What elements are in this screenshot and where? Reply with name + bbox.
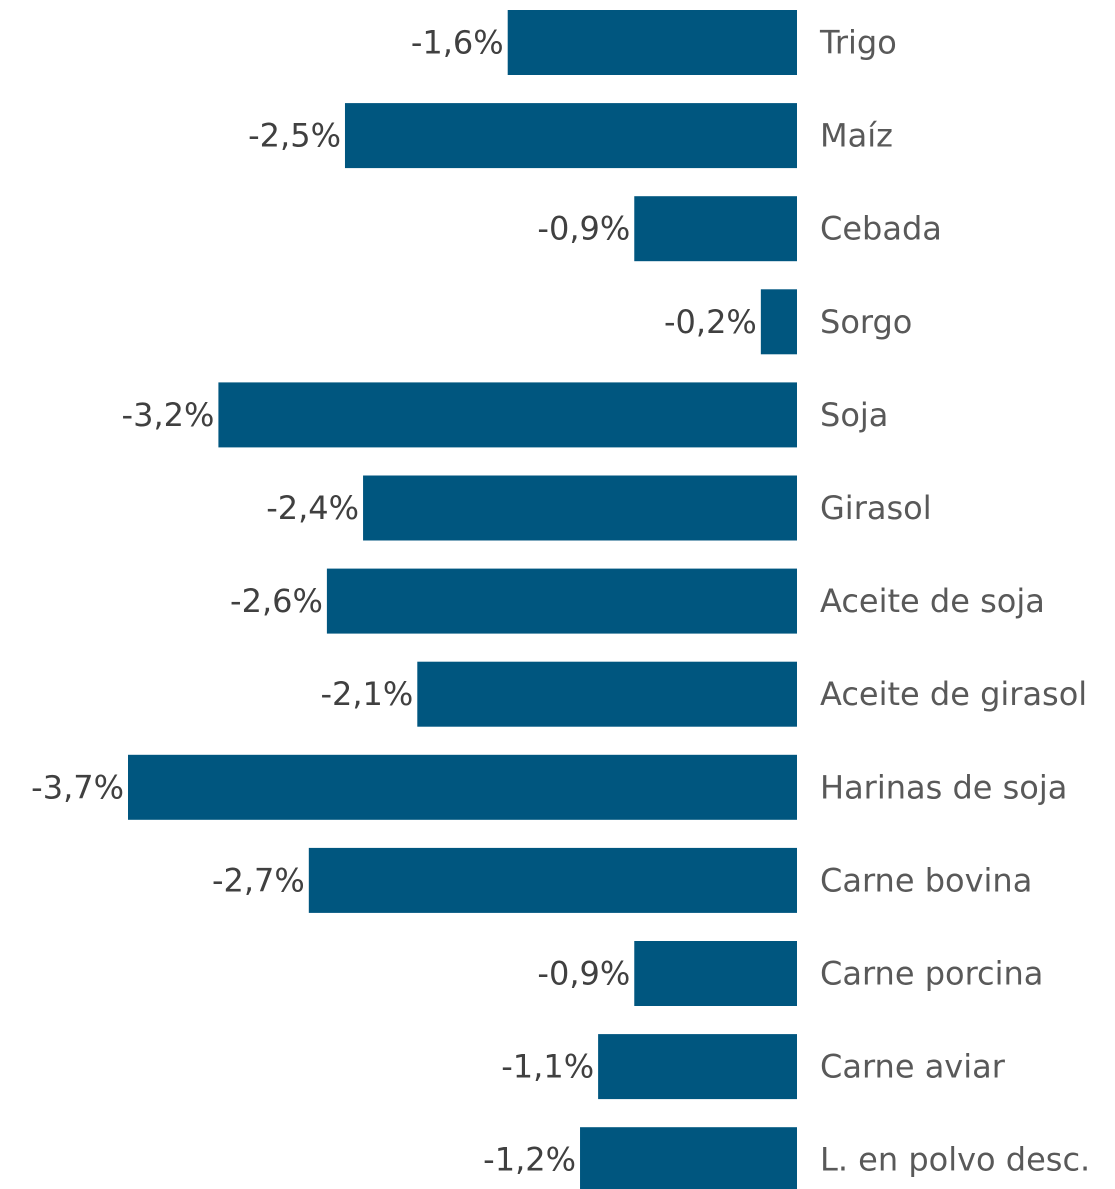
bar — [417, 661, 797, 727]
bar — [760, 289, 797, 355]
bar — [507, 10, 797, 75]
bar — [598, 1034, 797, 1100]
bar — [308, 847, 797, 913]
bar — [634, 941, 797, 1006]
value-label: -3,7% — [31, 768, 124, 806]
value-label: -0,9% — [537, 210, 630, 248]
value-label: -3,2% — [122, 396, 215, 434]
bar — [634, 196, 797, 262]
category-label: L. en polvo desc. — [820, 1141, 1090, 1179]
category-label: Soja — [820, 396, 888, 434]
category-label: Carne bovina — [820, 861, 1032, 899]
value-label: -2,4% — [266, 489, 359, 527]
value-label: -0,2% — [664, 303, 757, 341]
bar — [344, 103, 797, 169]
category-label: Harinas de soja — [820, 768, 1067, 806]
bar — [580, 1127, 797, 1189]
value-label: -1,1% — [501, 1048, 594, 1086]
bar — [128, 754, 797, 820]
value-label: -2,5% — [248, 117, 341, 155]
category-label: Sorgo — [820, 303, 912, 341]
value-label: -2,1% — [320, 675, 413, 713]
category-label: Aceite de girasol — [820, 675, 1087, 713]
category-label: Carne porcina — [820, 955, 1043, 993]
value-label: -2,7% — [212, 861, 305, 899]
bar — [326, 568, 797, 634]
value-label: -0,9% — [537, 955, 630, 993]
category-label: Trigo — [819, 24, 897, 62]
value-label: -2,6% — [230, 582, 323, 620]
value-label: -1,2% — [483, 1141, 576, 1179]
value-label: -1,6% — [411, 24, 504, 62]
category-label: Girasol — [820, 489, 932, 527]
category-label: Carne aviar — [820, 1048, 1006, 1086]
category-label: Aceite de soja — [820, 582, 1045, 620]
category-label: Cebada — [820, 210, 942, 248]
bar — [363, 475, 797, 541]
bar — [218, 382, 798, 448]
category-label: Maíz — [820, 117, 893, 155]
